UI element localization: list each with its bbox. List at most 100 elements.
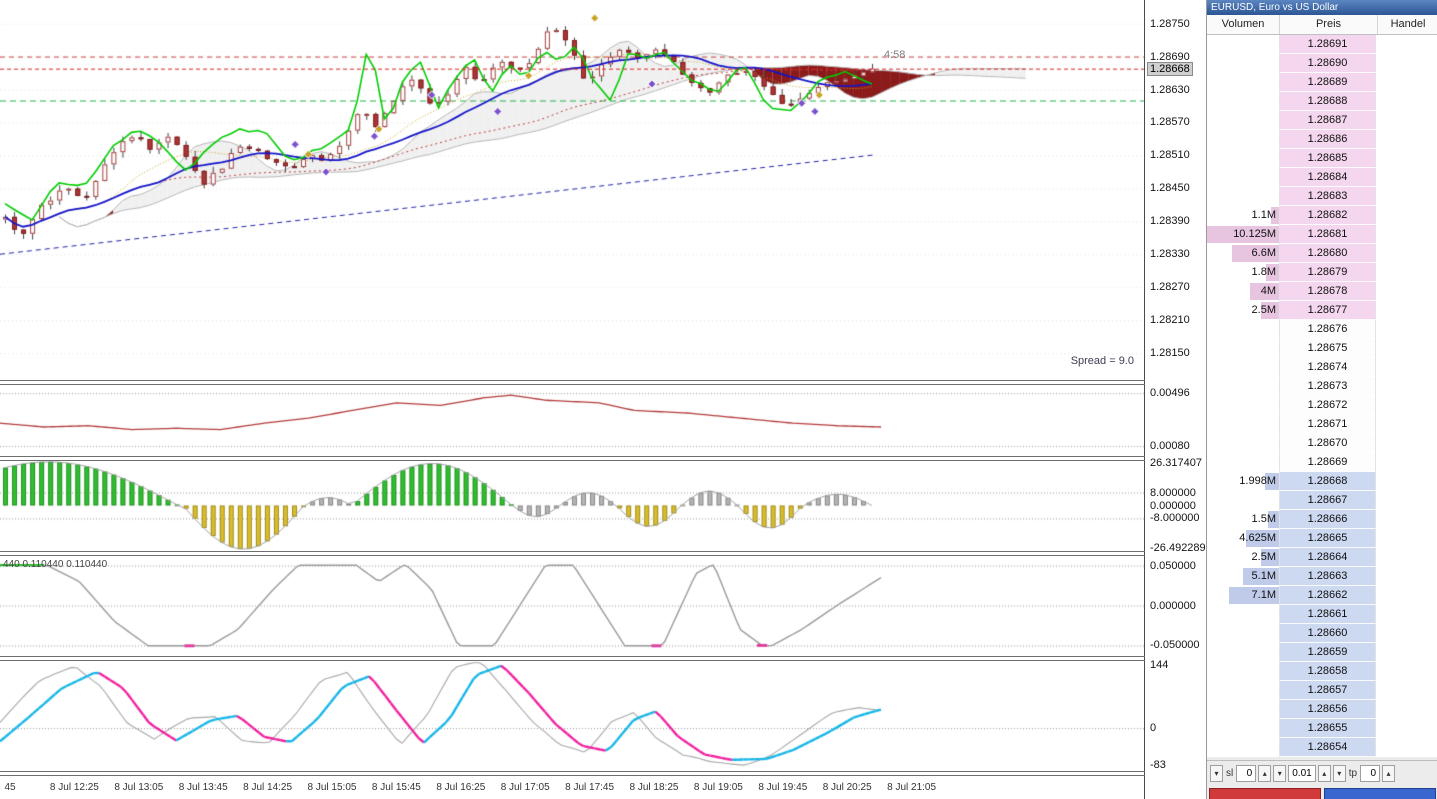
dom-trade-cell[interactable] [1376, 149, 1437, 168]
dom-trade-cell[interactable] [1376, 206, 1437, 225]
dom-price-cell[interactable]: 1.28691 [1279, 35, 1376, 54]
dom-price-cell[interactable]: 1.28683 [1279, 187, 1376, 206]
dom-trade-cell[interactable] [1376, 282, 1437, 301]
tp-input[interactable]: 0 [1360, 764, 1381, 782]
dom-trade-cell[interactable] [1376, 738, 1437, 757]
dom-volume-cell[interactable] [1207, 719, 1279, 738]
indicator-panel-oscillator[interactable] [0, 556, 1144, 655]
dom-trade-cell[interactable] [1376, 339, 1437, 358]
panel-separator[interactable] [0, 555, 1206, 556]
dom-volume-cell[interactable] [1207, 453, 1279, 472]
tp-decrease-button[interactable]: ▾ [1332, 764, 1346, 782]
dom-price-cell[interactable]: 1.28664 [1279, 548, 1376, 567]
dom-price-cell[interactable]: 1.28670 [1279, 434, 1376, 453]
dom-volume-cell[interactable] [1207, 187, 1279, 206]
dom-volume-cell[interactable]: 4M [1207, 282, 1279, 301]
dom-trade-cell[interactable] [1376, 396, 1437, 415]
dom-trade-cell[interactable] [1376, 624, 1437, 643]
dom-trade-cell[interactable] [1376, 187, 1437, 206]
dom-price-cell[interactable]: 1.28674 [1279, 358, 1376, 377]
dom-price-cell[interactable]: 1.28690 [1279, 54, 1376, 73]
dom-volume-cell[interactable] [1207, 434, 1279, 453]
dom-volume-cell[interactable] [1207, 320, 1279, 339]
dom-price-cell[interactable]: 1.28668 [1279, 472, 1376, 491]
dom-trade-cell[interactable] [1376, 263, 1437, 282]
panel-separator[interactable] [0, 551, 1206, 552]
dom-price-cell[interactable]: 1.28679 [1279, 263, 1376, 282]
dom-volume-cell[interactable] [1207, 358, 1279, 377]
sl-input[interactable]: 0 [1236, 764, 1257, 782]
dom-volume-cell[interactable]: 1.998M [1207, 472, 1279, 491]
dom-price-cell[interactable]: 1.28662 [1279, 586, 1376, 605]
dom-trade-cell[interactable] [1376, 643, 1437, 662]
dom-price-cell[interactable]: 1.28677 [1279, 301, 1376, 320]
dom-trade-cell[interactable] [1376, 73, 1437, 92]
dom-trade-cell[interactable] [1376, 453, 1437, 472]
panel-separator[interactable] [0, 656, 1206, 657]
indicator-panel-histogram[interactable] [0, 461, 1144, 550]
dom-volume-cell[interactable] [1207, 73, 1279, 92]
dom-price-cell[interactable]: 1.28666 [1279, 510, 1376, 529]
dom-price-cell[interactable]: 1.28682 [1279, 206, 1376, 225]
time-axis[interactable]: 45 8 Jul 12:25 8 Jul 13:05 8 Jul 13:45 8 Jul… [0, 776, 1144, 799]
dom-trade-cell[interactable] [1376, 681, 1437, 700]
dom-volume-cell[interactable] [1207, 681, 1279, 700]
dom-volume-cell[interactable] [1207, 396, 1279, 415]
dom-trade-cell[interactable] [1376, 700, 1437, 719]
sell-button[interactable] [1209, 788, 1321, 799]
dom-trade-cell[interactable] [1376, 54, 1437, 73]
dom-volume-cell[interactable] [1207, 700, 1279, 719]
dom-trade-cell[interactable] [1376, 301, 1437, 320]
volume-increase-button[interactable]: ▴ [1317, 764, 1331, 782]
dom-volume-cell[interactable] [1207, 662, 1279, 681]
dom-volume-cell[interactable] [1207, 605, 1279, 624]
dom-price-cell[interactable]: 1.28685 [1279, 149, 1376, 168]
panel-separator[interactable] [0, 660, 1206, 661]
price-axis[interactable]: 1.28668 1.28750 1.28690 1.28630 1.28570 1.28… [1145, 0, 1206, 799]
main-price-chart[interactable] [0, 0, 1144, 380]
dom-volume-cell[interactable] [1207, 415, 1279, 434]
dom-price-cell[interactable]: 1.28681 [1279, 225, 1376, 244]
dom-price-cell[interactable]: 1.28678 [1279, 282, 1376, 301]
dom-volume-cell[interactable] [1207, 54, 1279, 73]
dom-price-cell[interactable]: 1.28654 [1279, 738, 1376, 757]
dom-volume-cell[interactable] [1207, 491, 1279, 510]
sl-decrease-button[interactable]: ▾ [1210, 764, 1223, 782]
dom-volume-cell[interactable] [1207, 35, 1279, 54]
dom-volume-cell[interactable]: 2.5M [1207, 548, 1279, 567]
dom-trade-cell[interactable] [1376, 434, 1437, 453]
dom-price-cell[interactable]: 1.28676 [1279, 320, 1376, 339]
dom-volume-cell[interactable]: 7.1M [1207, 586, 1279, 605]
dom-price-cell[interactable]: 1.28684 [1279, 168, 1376, 187]
dom-price-cell[interactable]: 1.28659 [1279, 643, 1376, 662]
dom-price-cell[interactable]: 1.28663 [1279, 567, 1376, 586]
dom-price-cell[interactable]: 1.28680 [1279, 244, 1376, 263]
dom-trade-cell[interactable] [1376, 529, 1437, 548]
dom-volume-cell[interactable] [1207, 624, 1279, 643]
dom-price-cell[interactable]: 1.28660 [1279, 624, 1376, 643]
dom-price-cell[interactable]: 1.28655 [1279, 719, 1376, 738]
dom-trade-cell[interactable] [1376, 358, 1437, 377]
dom-trade-cell[interactable] [1376, 244, 1437, 263]
panel-separator[interactable] [0, 771, 1206, 772]
buy-button[interactable] [1324, 788, 1436, 799]
dom-trade-cell[interactable] [1376, 510, 1437, 529]
dom-volume-cell[interactable]: 1.8M [1207, 263, 1279, 282]
dom-volume-cell[interactable] [1207, 130, 1279, 149]
dom-trade-cell[interactable] [1376, 320, 1437, 339]
dom-volume-cell[interactable] [1207, 168, 1279, 187]
dom-volume-cell[interactable] [1207, 377, 1279, 396]
dom-price-cell[interactable]: 1.28686 [1279, 130, 1376, 149]
dom-price-cell[interactable]: 1.28688 [1279, 92, 1376, 111]
dom-volume-cell[interactable] [1207, 149, 1279, 168]
dom-price-cell[interactable]: 1.28672 [1279, 396, 1376, 415]
dom-trade-cell[interactable] [1376, 111, 1437, 130]
dom-trade-cell[interactable] [1376, 586, 1437, 605]
dom-price-cell[interactable]: 1.28658 [1279, 662, 1376, 681]
dom-volume-cell[interactable] [1207, 738, 1279, 757]
dom-trade-cell[interactable] [1376, 92, 1437, 111]
indicator-panel-volatility[interactable] [0, 385, 1144, 455]
dom-price-cell[interactable]: 1.28656 [1279, 700, 1376, 719]
dom-trade-cell[interactable] [1376, 130, 1437, 149]
dom-price-cell[interactable]: 1.28689 [1279, 73, 1376, 92]
